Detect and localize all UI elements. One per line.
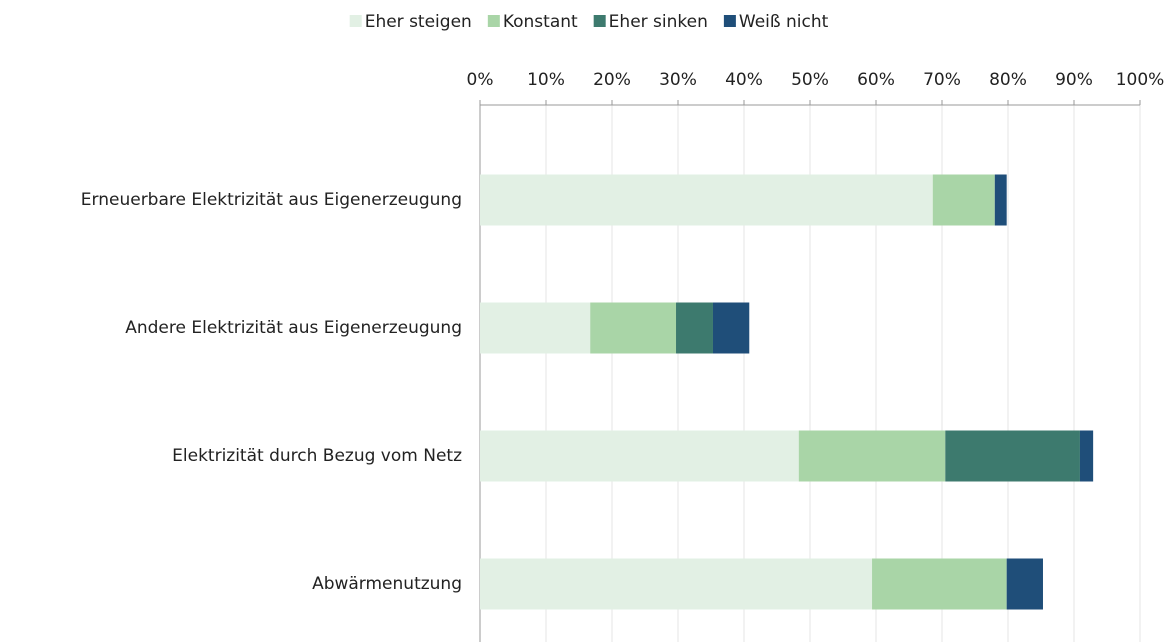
bar-segment (590, 302, 677, 354)
bar-segment (1079, 430, 1094, 482)
bar-segment (872, 558, 1007, 610)
y-tick-label: Andere Elektrizität aus Eigenerzeugung (125, 318, 462, 338)
bar-segment (932, 174, 995, 226)
x-tick-label: 70% (923, 70, 961, 90)
y-tick-label: Elektrizität durch Bezug vom Netz (172, 446, 462, 466)
legend-swatch (487, 15, 500, 27)
bar-segment (480, 302, 591, 354)
x-tick-label: 100% (1116, 70, 1165, 90)
legend-label: Eher sinken (609, 12, 708, 32)
y-tick-label: Erneuerbare Elektrizität aus Eigenerzeug… (81, 190, 462, 210)
x-tick-label: 30% (659, 70, 697, 90)
x-tick-label: 10% (527, 70, 565, 90)
bar-segment (480, 174, 933, 226)
legend-label: Konstant (503, 12, 578, 32)
x-tick-label: 60% (857, 70, 895, 90)
bar-segment (712, 302, 750, 354)
bar-segment (945, 430, 1080, 482)
bar-segment (480, 558, 873, 610)
legend-label: Weiß nicht (739, 12, 829, 32)
bar-segment (798, 430, 946, 482)
bar-segment (994, 174, 1007, 226)
legend-label: Eher steigen (365, 12, 472, 32)
legend-swatch (723, 15, 736, 27)
x-tick-label: 80% (989, 70, 1027, 90)
legend-swatch (349, 15, 362, 27)
x-tick-label: 40% (725, 70, 763, 90)
legend: Eher steigen Konstant Eher sinken Weiß nich… (349, 12, 829, 32)
x-tick-label: 0% (467, 70, 494, 90)
x-tick-label: 90% (1055, 70, 1093, 90)
y-tick-label: Abwärmenutzung (312, 574, 462, 594)
x-tick-label: 50% (791, 70, 829, 90)
x-tick-label: 20% (593, 70, 631, 90)
bar-segment (480, 430, 799, 482)
bar-segment (676, 302, 713, 354)
legend-swatch (593, 15, 606, 27)
bar-segment (1006, 558, 1043, 610)
